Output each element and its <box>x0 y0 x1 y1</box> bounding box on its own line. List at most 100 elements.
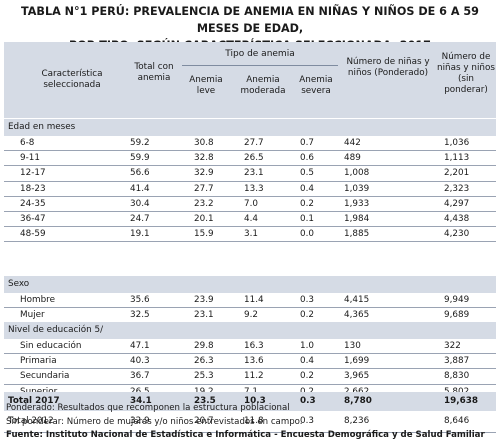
table-row-leve: 29.8 <box>194 341 214 351</box>
table-row-leve: 30.8 <box>194 138 214 148</box>
table-row-sin-ponderar: 4,438 <box>444 214 470 224</box>
table-row-sin-ponderar: 9,949 <box>444 295 470 305</box>
row-divider <box>4 196 496 197</box>
table-row-moderada: 9.2 <box>244 310 258 321</box>
table-header: Característica seleccionada Total con an… <box>4 42 496 118</box>
table-row-leve: 32.9 <box>194 168 214 179</box>
table-row-ponderado: 1,984 <box>344 214 370 224</box>
table-row-leve: 26.3 <box>194 356 214 367</box>
table-row-sin-ponderar: 4,230 <box>444 229 470 240</box>
title-line-1: TABLA N°1 PERÚ: PREVALENCIA DE ANEMIA EN… <box>21 5 479 35</box>
total-2012-total: 32.9 <box>130 416 150 426</box>
header-ponderado: Número de niñas y niños (Ponderado) <box>346 57 430 78</box>
total-2017-total: 34.1 <box>130 396 152 406</box>
table-row-sin-ponderar: 5,802 <box>444 385 494 400</box>
table-row-severa: 0.4 <box>300 356 314 367</box>
table-row-sin-ponderar: 322 <box>444 341 461 351</box>
table-row-caracteristica: Secundaria <box>20 371 70 382</box>
table-row-severa: 0.2 <box>300 198 314 209</box>
table-row-sin-ponderar: 1,113 <box>444 153 470 164</box>
table-row-caracteristica: 9-11 <box>20 153 40 164</box>
table-row-leve: 32.8 <box>194 153 214 164</box>
table-row-leve: 20.1 <box>194 214 214 224</box>
table-row-caracteristica: 6-8 <box>20 138 35 148</box>
header-severa: Anemia severa <box>299 75 333 96</box>
table-row-sin-ponderar: 1,036 <box>444 138 470 148</box>
table-row-total: 59.9 <box>130 153 150 164</box>
table-row-ponderado: 2,662 <box>344 385 404 400</box>
row-divider <box>4 353 496 354</box>
table-row-leve: 23.9 <box>194 295 214 305</box>
table-row-ponderado: 130 <box>344 341 361 351</box>
section-label: Sexo <box>8 279 30 289</box>
table-row-severa: 0.2 <box>300 385 334 400</box>
table-row-severa: 0.5 <box>300 168 314 179</box>
table-row-caracteristica: 18-23 <box>20 183 46 194</box>
row-divider <box>4 368 496 369</box>
table-row-ponderado: 3,965 <box>344 371 370 382</box>
row-divider <box>4 211 496 212</box>
table-row-ponderado: 1,008 <box>344 168 370 179</box>
table-row-ponderado: 1,885 <box>344 229 370 240</box>
row-divider <box>4 384 496 385</box>
table-row-moderada: 26.5 <box>244 153 264 164</box>
row-divider <box>4 181 496 182</box>
total-2017-severa: 0.3 <box>300 396 316 406</box>
row-divider <box>4 432 496 433</box>
table-row-leve: 23.1 <box>194 310 214 321</box>
table-row-ponderado: 4,365 <box>344 310 370 321</box>
table-row-severa: 0.6 <box>300 153 314 164</box>
table-row-moderada: 23.1 <box>244 168 264 179</box>
table-row-caracteristica: Sin educación <box>20 341 82 351</box>
table-row-moderada: 7.1 <box>244 385 284 400</box>
table-row-ponderado: 489 <box>344 153 361 164</box>
note-ponderado: Ponderado: Resultados que recomponen la … <box>6 403 290 413</box>
table-row-sin-ponderar: 9,689 <box>444 310 470 321</box>
table-row-sin-ponderar: 2,201 <box>444 168 470 179</box>
table-row-severa: 0.1 <box>300 214 314 224</box>
table-row-leve: 23.2 <box>194 198 214 209</box>
table-row-total: 32.5 <box>130 310 150 321</box>
table-row-caracteristica: 48-59 <box>20 229 46 240</box>
section-sexo: Sexo <box>4 276 496 293</box>
table-row-caracteristica: Primaria <box>20 356 57 367</box>
table-row-moderada: 4.4 <box>244 214 258 224</box>
table-row-severa: 1.0 <box>300 341 314 351</box>
table-row-moderada: 3.1 <box>244 229 258 240</box>
table-row-total: 35.6 <box>130 295 150 305</box>
total-2012-moderada: 11.8 <box>244 416 264 426</box>
total-2012-caracteristica: Total 2012 <box>8 416 54 426</box>
table-row-caracteristica: 24-35 <box>20 198 46 209</box>
total-2012-severa: 0.3 <box>300 416 314 426</box>
anemia-table: Característica seleccionada Total con an… <box>4 42 496 433</box>
total-2012-sin-ponderar: 8,646 <box>444 416 470 426</box>
table-row-total: 40.3 <box>130 356 150 367</box>
table-row-ponderado: 1,039 <box>344 183 370 194</box>
row-divider <box>4 150 496 151</box>
table-row-moderada: 27.7 <box>244 138 264 148</box>
table-row-severa: 0.2 <box>300 310 314 321</box>
table-row-total: 30.4 <box>130 198 150 209</box>
table-row-moderada: 13.3 <box>244 183 264 194</box>
total-2017-moderada: 10.3 <box>244 396 266 406</box>
total-2017-leve: 23.5 <box>194 396 216 406</box>
total-2017-caracteristica: Total 2017 <box>8 396 60 406</box>
header-moderada: Anemia moderada <box>240 75 286 96</box>
section-label: Edad en meses <box>8 122 76 132</box>
table-row-caracteristica: 12-17 <box>20 168 46 179</box>
table-row-severa: 0.7 <box>300 138 314 148</box>
row-divider <box>4 307 496 308</box>
table-row-total: 56.6 <box>130 168 150 179</box>
table-row-ponderado: 1,933 <box>344 198 370 209</box>
table-row-total: 59.2 <box>130 138 150 148</box>
table-row-leve: 25.3 <box>194 371 214 382</box>
section-label: Nivel de educación 5/ <box>8 325 104 335</box>
table-row-moderada: 13.6 <box>244 356 264 367</box>
row-divider <box>4 241 496 242</box>
table-row-sin-ponderar: 8,830 <box>444 371 470 382</box>
table-row-severa: 0.0 <box>300 229 314 240</box>
section-educacion: Nivel de educación 5/ <box>4 322 496 339</box>
header-total-anemia: Total con anemia <box>134 62 174 83</box>
table-row-severa: 0.2 <box>300 371 314 382</box>
table-row-leve: 27.7 <box>194 183 214 194</box>
